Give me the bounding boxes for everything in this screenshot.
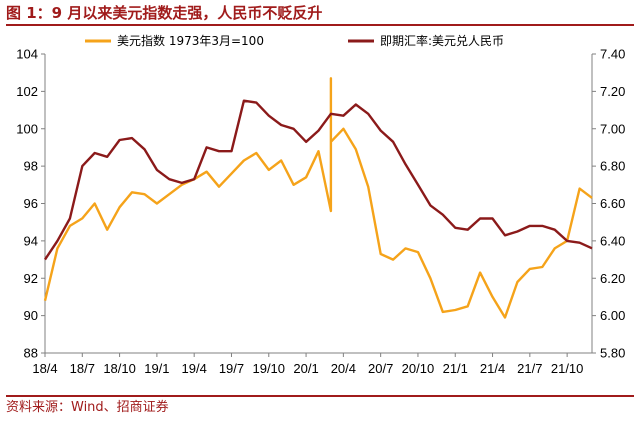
right-tick-label: 7.00 [600, 121, 625, 136]
x-tick-label: 20/10 [402, 361, 435, 376]
right-tick-label: 6.20 [600, 271, 625, 286]
series-layer [43, 77, 593, 319]
right-tick-label: 6.40 [600, 233, 625, 248]
left-tick-label: 102 [16, 84, 38, 99]
x-tick-label: 21/7 [517, 361, 542, 376]
legend: 美元指数 1973年3月=100 即期汇率:美元兑人民币 [85, 33, 504, 48]
right-tick-label: 5.80 [600, 346, 625, 361]
x-tick-label: 21/10 [551, 361, 584, 376]
x-tick-label: 19/10 [252, 361, 285, 376]
right-tick-label: 6.60 [600, 196, 625, 211]
left-tick-label: 94 [24, 233, 38, 248]
left-tick-label: 100 [16, 121, 38, 136]
right-axis: 5.80 6.00 6.20 6.40 6.60 6.80 7.00 7.20 7.40 [591, 47, 625, 361]
left-tick-label: 90 [24, 308, 38, 323]
left-tick-label: 98 [24, 159, 38, 174]
legend-label-2: 即期汇率:美元兑人民币 [380, 33, 504, 48]
x-tick-label: 18/7 [70, 361, 95, 376]
series-line-1 [43, 77, 593, 319]
x-tick-label: 19/1 [144, 361, 169, 376]
series-line-2 [43, 99, 593, 261]
source-note: 资料来源：Wind、招商证券 [6, 395, 634, 419]
figure-title: 图 1：9 月以来美元指数走强，人民币不贬反升 [6, 2, 634, 26]
x-tick-label: 21/1 [443, 361, 468, 376]
x-tick-label: 19/4 [182, 361, 207, 376]
x-tick-label: 20/7 [368, 361, 393, 376]
left-tick-label: 104 [16, 47, 38, 62]
left-tick-label: 96 [24, 196, 38, 211]
left-tick-label: 92 [24, 271, 38, 286]
legend-label-1: 美元指数 1973年3月=100 [117, 33, 264, 48]
right-tick-label: 6.80 [600, 159, 625, 174]
x-tick-label: 18/4 [32, 361, 57, 376]
left-tick-label: 88 [24, 346, 38, 361]
x-tick-label: 18/10 [103, 361, 136, 376]
right-tick-label: 7.20 [600, 84, 625, 99]
x-tick-label: 19/7 [219, 361, 244, 376]
right-tick-label: 7.40 [600, 47, 625, 62]
x-tick-label: 21/4 [480, 361, 505, 376]
right-tick-label: 6.00 [600, 308, 625, 323]
left-axis: 88 90 92 94 96 98 100 102 104 [16, 47, 46, 361]
x-axis: 18/4 18/7 18/10 19/1 19/4 19/7 19/10 20/1 20/4 20… [32, 352, 592, 376]
x-tick-label: 20/1 [293, 361, 318, 376]
x-tick-label: 20/4 [331, 361, 356, 376]
